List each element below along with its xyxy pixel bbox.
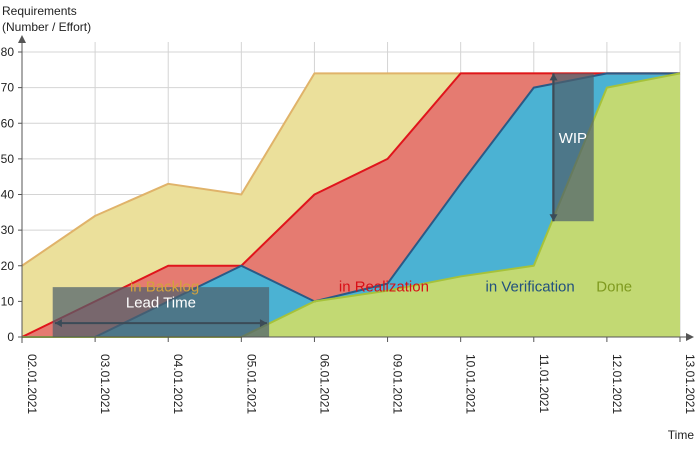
axis-labels: in Backlog in Realization in Verification D… xyxy=(1,4,697,442)
x-tick-label: 10.01.2021 xyxy=(464,354,478,414)
x-tick-label: 04.01.2021 xyxy=(171,354,185,414)
x-tick-label: 13.01.2021 xyxy=(683,354,697,414)
x-axis-arrow xyxy=(686,333,694,341)
y-axis-arrow xyxy=(18,35,26,43)
y-tick-label: 70 xyxy=(1,81,15,95)
region-label: Done xyxy=(596,278,632,295)
region-label: in Verification xyxy=(486,278,575,295)
x-tick-label: 09.01.2021 xyxy=(391,354,405,414)
y-axis-title: (Number / Effort) xyxy=(2,20,91,34)
y-axis-title: Requirements xyxy=(2,4,77,18)
x-tick-label: 05.01.2021 xyxy=(244,354,258,414)
region-label: in Realization xyxy=(339,278,429,295)
area-done xyxy=(22,73,680,337)
y-tick-label: 60 xyxy=(1,116,15,130)
x-tick-label: 06.01.2021 xyxy=(317,354,331,414)
axes xyxy=(18,35,694,343)
y-tick-label: 80 xyxy=(1,45,15,59)
x-tick-label: 11.01.2021 xyxy=(537,354,551,413)
y-tick-label: 40 xyxy=(1,188,15,202)
lead-time-label: Lead Time xyxy=(126,294,196,311)
annotations: Lead Time WIP xyxy=(52,73,594,337)
x-axis-title: Time xyxy=(668,428,695,442)
y-tick-label: 10 xyxy=(1,294,15,308)
arrow-head xyxy=(549,214,558,222)
annotation-box xyxy=(52,287,270,337)
region-label: in Backlog xyxy=(130,278,199,295)
y-tick-label: 30 xyxy=(1,223,15,237)
arrow-head xyxy=(54,319,62,328)
y-tick-label: 0 xyxy=(7,330,14,344)
annotation-box xyxy=(552,73,594,222)
x-tick-label: 03.01.2021 xyxy=(98,354,112,414)
x-tick-label: 12.01.2021 xyxy=(610,354,624,414)
x-tick-label: 02.01.2021 xyxy=(25,354,39,414)
arrow-head xyxy=(549,73,558,81)
y-tick-label: 20 xyxy=(1,259,15,273)
wip-label: WIP xyxy=(559,130,587,147)
y-tick-label: 50 xyxy=(1,152,15,166)
area-layers xyxy=(22,73,680,337)
arrow-head xyxy=(259,319,267,328)
